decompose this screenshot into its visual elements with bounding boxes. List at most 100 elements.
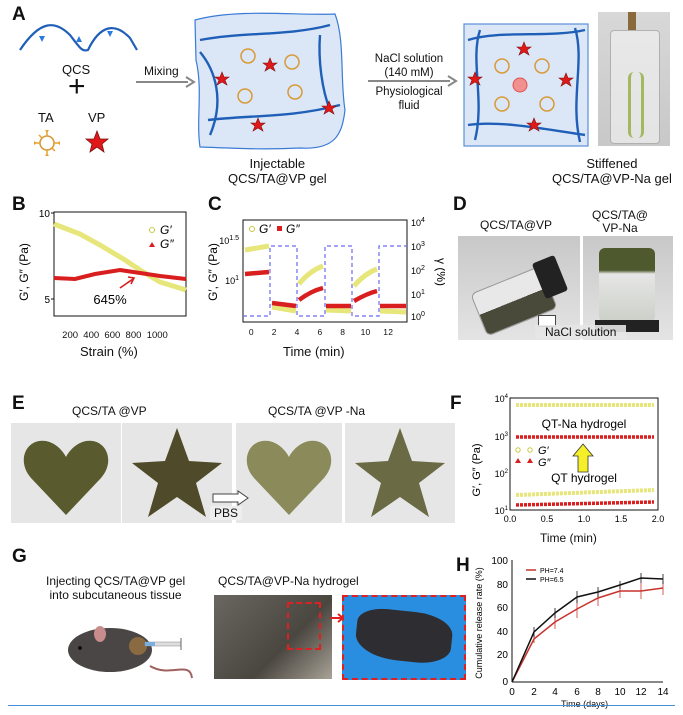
- svg-text:645%: 645%: [93, 292, 127, 307]
- e-pbs-label: PBS: [210, 506, 243, 520]
- svg-text:60: 60: [497, 603, 509, 614]
- stiffened-gel-caption: Stiffened QCS/TA@VP-Na gel: [552, 156, 672, 186]
- vial-photo: [598, 12, 670, 146]
- svg-text:6: 6: [574, 687, 580, 698]
- svg-text:5: 5: [44, 295, 50, 306]
- d-nacl-caption: NaCl solution: [535, 325, 627, 339]
- svg-text:G′: G′: [259, 222, 271, 236]
- ta-label: TA: [38, 110, 54, 125]
- svg-text:101: 101: [411, 289, 425, 300]
- svg-text:G′, G″ (Pa): G′, G″ (Pa): [17, 243, 31, 301]
- injectable-gel-caption: Injectable QCS/TA@VP gel: [228, 156, 327, 186]
- sodium-ion-icon: [512, 77, 528, 93]
- svg-text:G″: G″: [538, 457, 552, 469]
- svg-text:40: 40: [497, 627, 509, 638]
- injectable-gel-icon: [194, 12, 346, 150]
- h-ph65-series: [511, 577, 664, 683]
- panel-c-chart: G′, G″ (Pa) 101.5 101 104 103 102 101 10…: [206, 217, 445, 323]
- vp-label: VP: [88, 110, 106, 125]
- h-ph74-series: [511, 587, 664, 683]
- panel-label-e: E: [12, 393, 25, 414]
- panel-a-schematic: [19, 12, 589, 156]
- svg-text:80: 80: [497, 580, 509, 591]
- svg-text:G′: G′: [160, 223, 172, 237]
- panel-label-b: B: [12, 194, 26, 215]
- c-gprime-series: [244, 243, 407, 315]
- svg-text:2.0: 2.0: [652, 514, 665, 524]
- panel-f-chart: G′, G″ (Pa) 104 103 102 101 QT-Na hydrog…: [471, 394, 665, 524]
- nacl-arrow-label-bottom: Physiological fluid: [375, 86, 443, 112]
- g-left-caption: Injecting QCS/TA@VP gel into subcutaneou…: [46, 574, 186, 602]
- svg-text:G′, G″ (Pa): G′, G″ (Pa): [471, 443, 483, 496]
- svg-text:101: 101: [225, 275, 239, 286]
- d-left-title: QCS/TA@VP: [480, 218, 552, 232]
- svg-text:2: 2: [531, 687, 537, 698]
- mouse-injection-icon: [68, 626, 193, 679]
- svg-text:102: 102: [495, 469, 509, 479]
- mixing-arrow-label: Mixing: [144, 64, 179, 78]
- b-x-label: Strain (%): [80, 344, 138, 359]
- e-heart-before-photo: [11, 423, 121, 523]
- g-subcutaneous-photo: [214, 595, 332, 679]
- svg-text:0.5: 0.5: [541, 514, 554, 524]
- svg-text:104: 104: [495, 394, 509, 404]
- svg-text:Cumulative release rate (%): Cumulative release rate (%): [474, 567, 484, 679]
- svg-text:G′: G′: [538, 445, 550, 457]
- qcs-polymer-icon: [19, 24, 138, 52]
- e-left-title: QCS/TA @VP: [72, 404, 147, 418]
- svg-text:PH=6.5: PH=6.5: [540, 577, 564, 584]
- h-x-label: Time (days): [561, 699, 609, 709]
- panel-label-a: A: [12, 4, 26, 25]
- vp-star-icon: [84, 129, 110, 153]
- svg-text:PH=7.4: PH=7.4: [540, 568, 564, 575]
- svg-text:103: 103: [411, 241, 425, 252]
- d-right-title: QCS/TA@ VP-Na: [592, 208, 648, 235]
- svg-text:10: 10: [614, 687, 626, 698]
- b-x-ticks: 200 400 600 800 1000: [62, 330, 168, 341]
- c-x-label: Time (min): [283, 344, 345, 359]
- g-hydrogel-photo: [342, 595, 466, 680]
- svg-text:104: 104: [411, 217, 425, 228]
- f-qt-gdouble: [515, 500, 655, 507]
- svg-text:QT hydrogel: QT hydrogel: [551, 471, 617, 485]
- c-gdouble-series: [244, 269, 406, 309]
- svg-text:1.5: 1.5: [615, 514, 628, 524]
- svg-text:0: 0: [509, 687, 515, 698]
- plus-sign: +: [68, 70, 86, 103]
- svg-text:10: 10: [39, 209, 51, 220]
- svg-text:101.5: 101.5: [219, 235, 239, 246]
- e-heart-after-photo: [236, 423, 342, 523]
- c-x-ticks: 0 2 4 6 8 10 12: [248, 327, 394, 337]
- d-upright-vial-photo: [583, 236, 673, 340]
- qcs-label: QCS: [62, 62, 91, 77]
- panel-label-d: D: [453, 194, 467, 215]
- svg-text:G″: G″: [160, 237, 174, 251]
- f-up-arrow-icon: [572, 443, 594, 473]
- svg-text:102: 102: [411, 265, 425, 276]
- d-tilted-vial-photo: [458, 236, 580, 340]
- svg-text:101: 101: [495, 506, 509, 516]
- c-strain-series: [243, 245, 407, 317]
- ta-molecule-icon: [34, 130, 60, 156]
- svg-text:1.0: 1.0: [578, 514, 591, 524]
- panel-label-f: F: [450, 393, 462, 414]
- b-gprime-series: [53, 221, 187, 293]
- svg-text:100: 100: [411, 311, 425, 322]
- f-x-label: Time (min): [540, 531, 597, 545]
- svg-text:103: 103: [495, 432, 509, 442]
- svg-text:QT-Na hydrogel: QT-Na hydrogel: [542, 417, 627, 431]
- svg-text:14: 14: [657, 687, 669, 698]
- bottom-divider: [8, 705, 675, 706]
- b-gdouble-series: [53, 267, 187, 282]
- svg-text:0.0: 0.0: [504, 514, 517, 524]
- panel-label-c: C: [208, 194, 222, 215]
- e-star-after-photo: [345, 423, 455, 523]
- g-right-caption: QCS/TA@VP-Na hydrogel: [218, 574, 359, 588]
- e-right-title: QCS/TA @VP -Na: [268, 404, 366, 418]
- svg-text:12: 12: [635, 687, 647, 698]
- panel-label-g: G: [12, 546, 27, 567]
- e-arrow-icon: [212, 490, 249, 506]
- svg-text:G′, G″ (Pa): G′, G″ (Pa): [206, 243, 220, 301]
- svg-text:20: 20: [497, 650, 509, 661]
